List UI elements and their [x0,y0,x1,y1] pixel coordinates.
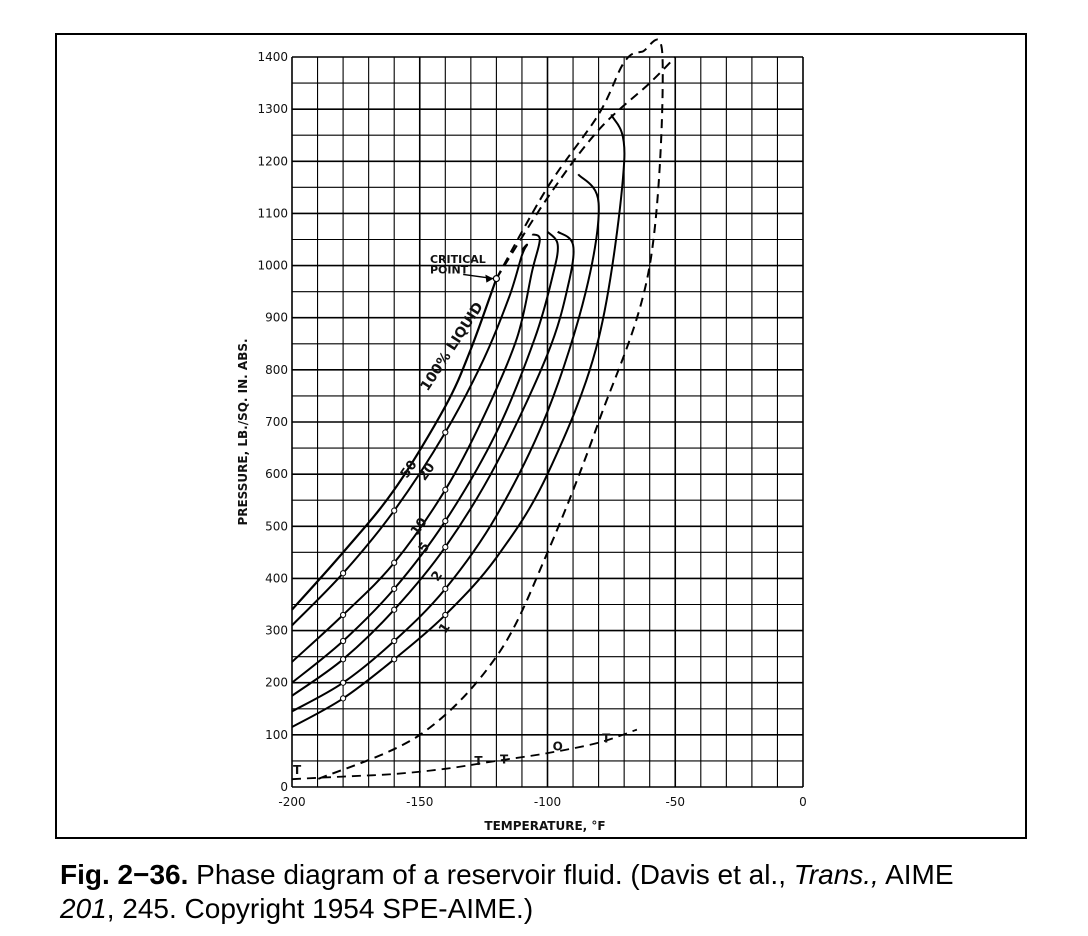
quality-line [291,233,541,663]
data-point [340,570,347,577]
grid [291,56,804,788]
data-point [442,585,449,592]
caption-text-1: Phase diagram of a reservoir fluid. (Dav… [188,859,794,890]
x-tick-label: -100 [534,795,561,809]
data-point [340,656,347,663]
x-tick-label: 0 [799,795,807,809]
triple-point-marker: T [500,753,509,767]
quality-line [291,243,529,627]
x-tick-label: -200 [278,795,305,809]
y-tick-label: 1000 [257,259,288,273]
figure-caption: Fig. 2−36. Phase diagram of a reservoir … [60,858,1050,926]
x-axis-title: TEMPERATURE, °F [484,819,605,833]
data-point [391,559,398,566]
data-point [442,544,449,551]
triple-point-marker: T [293,763,302,777]
y-tick-label: 800 [265,363,288,377]
critical-point-label: POINT [430,263,469,276]
data-point [340,611,347,619]
caption-journal: Trans., [793,859,879,890]
tick-labels: -200 -150 -100 -50 0 0 100 200 300 400 500 600 700 80… [257,50,806,809]
figure-frame [55,33,1027,839]
triple-point-curve [291,728,638,781]
extrapolated-bubble-curve [495,56,677,280]
caption-text-2: AIME [878,859,954,890]
data-point [391,585,398,592]
y-tick-label: 1100 [257,206,288,220]
circle-marker: O [553,740,563,754]
triple-point-marker: T [474,754,483,768]
data-point [340,695,347,702]
y-tick-label: 1200 [257,154,288,168]
y-tick-label: 0 [280,780,288,794]
critical-point-label: CRITICAL [430,253,486,266]
dew-point-curve [317,38,664,781]
x-tick-label: -50 [665,795,685,809]
data-point [391,606,398,613]
y-tick-label: 900 [265,311,288,325]
curves [291,38,677,781]
y-tick-label: 400 [265,571,288,585]
caption-fig-label: Fig. 2−36. [60,859,189,890]
bubble-point-curve [291,278,498,611]
bubble-curve-label: 100% LIQUID [418,300,487,395]
critical-point-marker [492,275,500,283]
data-point [340,679,347,686]
y-tick-label: 300 [265,624,288,638]
y-tick-label: 100 [265,728,288,742]
y-tick-label: 200 [265,676,288,690]
data-point [391,637,398,645]
triple-point-marker: T [602,732,611,746]
y-tick-label: 1300 [257,102,288,116]
quality-line [291,230,559,684]
y-tick-label: 1400 [257,50,288,64]
y-tick-label: 600 [265,467,288,481]
data-point [391,507,398,514]
quality-line [291,114,626,728]
caption-volume: 201 [60,893,107,924]
data-point [442,429,449,436]
y-tick-label: 500 [265,519,288,533]
quality-line-label: 2 [429,568,446,584]
data-point [442,611,449,619]
y-tick-label: 700 [265,415,288,429]
data-point [340,637,347,645]
data-point [442,517,449,525]
y-axis-title: PRESSURE, LB./SQ. IN. ABS. [236,338,250,525]
quality-line [291,173,600,713]
caption-text-3: , 245. Copyright 1954 SPE-AIME.) [106,893,534,924]
critical-point-arrowhead [485,274,494,283]
data-point [391,656,398,663]
x-tick-label: -150 [406,795,433,809]
phase-diagram-chart: -200 -150 -100 -50 0 0 100 200 300 400 500 600 700 80… [236,38,807,833]
quality-line [291,230,575,697]
data-point [442,486,449,493]
